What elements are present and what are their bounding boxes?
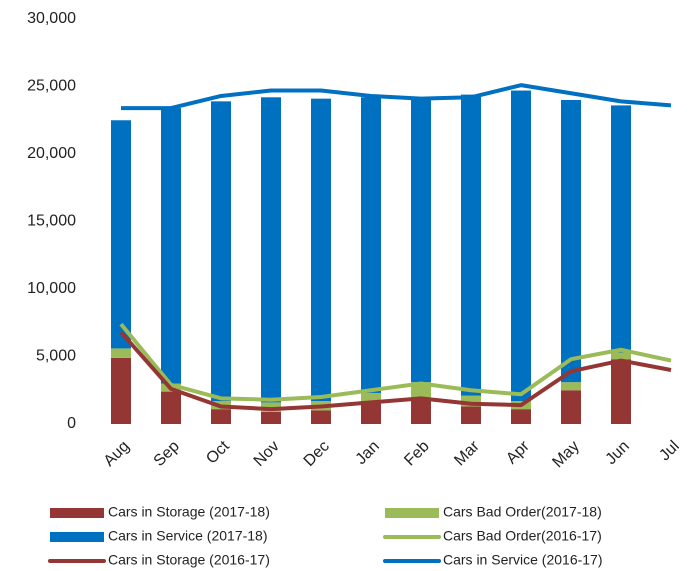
bar (461, 94, 481, 396)
bar (411, 398, 431, 424)
legend-label: Cars in Service (2016-17) (443, 552, 603, 568)
bar (561, 390, 581, 424)
bar (111, 348, 131, 358)
x-tick-label: Mar (451, 437, 483, 469)
bar (511, 90, 531, 402)
x-tick-label: Apr (503, 437, 533, 467)
bar (461, 406, 481, 424)
x-tick-label: Oct (203, 437, 233, 467)
bar (311, 410, 331, 424)
y-tick-label: 5,000 (36, 348, 76, 365)
bar (261, 411, 281, 424)
bar (411, 100, 431, 383)
bar (261, 402, 281, 412)
bar (361, 392, 381, 402)
bar (161, 108, 181, 384)
x-tick-label: Jun (603, 438, 633, 468)
bar (411, 382, 431, 399)
y-tick-label: 20,000 (27, 145, 76, 162)
x-tick-label: Jan (353, 438, 383, 468)
bar (561, 382, 581, 391)
bar (361, 401, 381, 424)
legend-swatch (385, 508, 439, 518)
bar (561, 100, 581, 383)
line (119, 322, 672, 402)
x-tick-label: Feb (401, 438, 433, 470)
bar (611, 105, 631, 353)
bar (111, 120, 131, 349)
legend-swatch (50, 532, 104, 542)
legend-label: Cars Bad Order(2017-18) (443, 504, 602, 520)
line (119, 330, 672, 412)
bar (311, 98, 331, 402)
y-tick-label: 15,000 (27, 213, 76, 230)
bar (261, 97, 281, 403)
legend-label: Cars in Storage (2016-17) (108, 552, 270, 568)
bar (211, 409, 231, 424)
bar (611, 359, 631, 424)
legend-label: Cars in Service (2017-18) (108, 528, 268, 544)
bar (461, 395, 481, 407)
y-tick-label: 25,000 (27, 78, 76, 95)
y-tick-label: 30,000 (27, 10, 76, 27)
x-tick-label: Sep (151, 438, 183, 470)
bar (161, 391, 181, 424)
bar (611, 352, 631, 360)
x-tick-label: Nov (251, 438, 283, 470)
bar (211, 101, 231, 402)
y-tick-label: 10,000 (27, 280, 76, 297)
x-tick-label: Dec (301, 438, 333, 470)
legend-label: Cars in Storage (2017-18) (108, 504, 270, 520)
x-tick-label: May (549, 438, 582, 471)
legend-swatch (50, 508, 104, 518)
bar (111, 357, 131, 424)
x-tick-label: Aug (101, 438, 133, 470)
bar (511, 409, 531, 424)
y-tick-label: 0 (67, 415, 76, 432)
legend-label: Cars Bad Order(2016-17) (443, 528, 602, 544)
x-tick-label: Jul (656, 438, 682, 464)
bar (361, 97, 381, 393)
line (121, 83, 672, 111)
